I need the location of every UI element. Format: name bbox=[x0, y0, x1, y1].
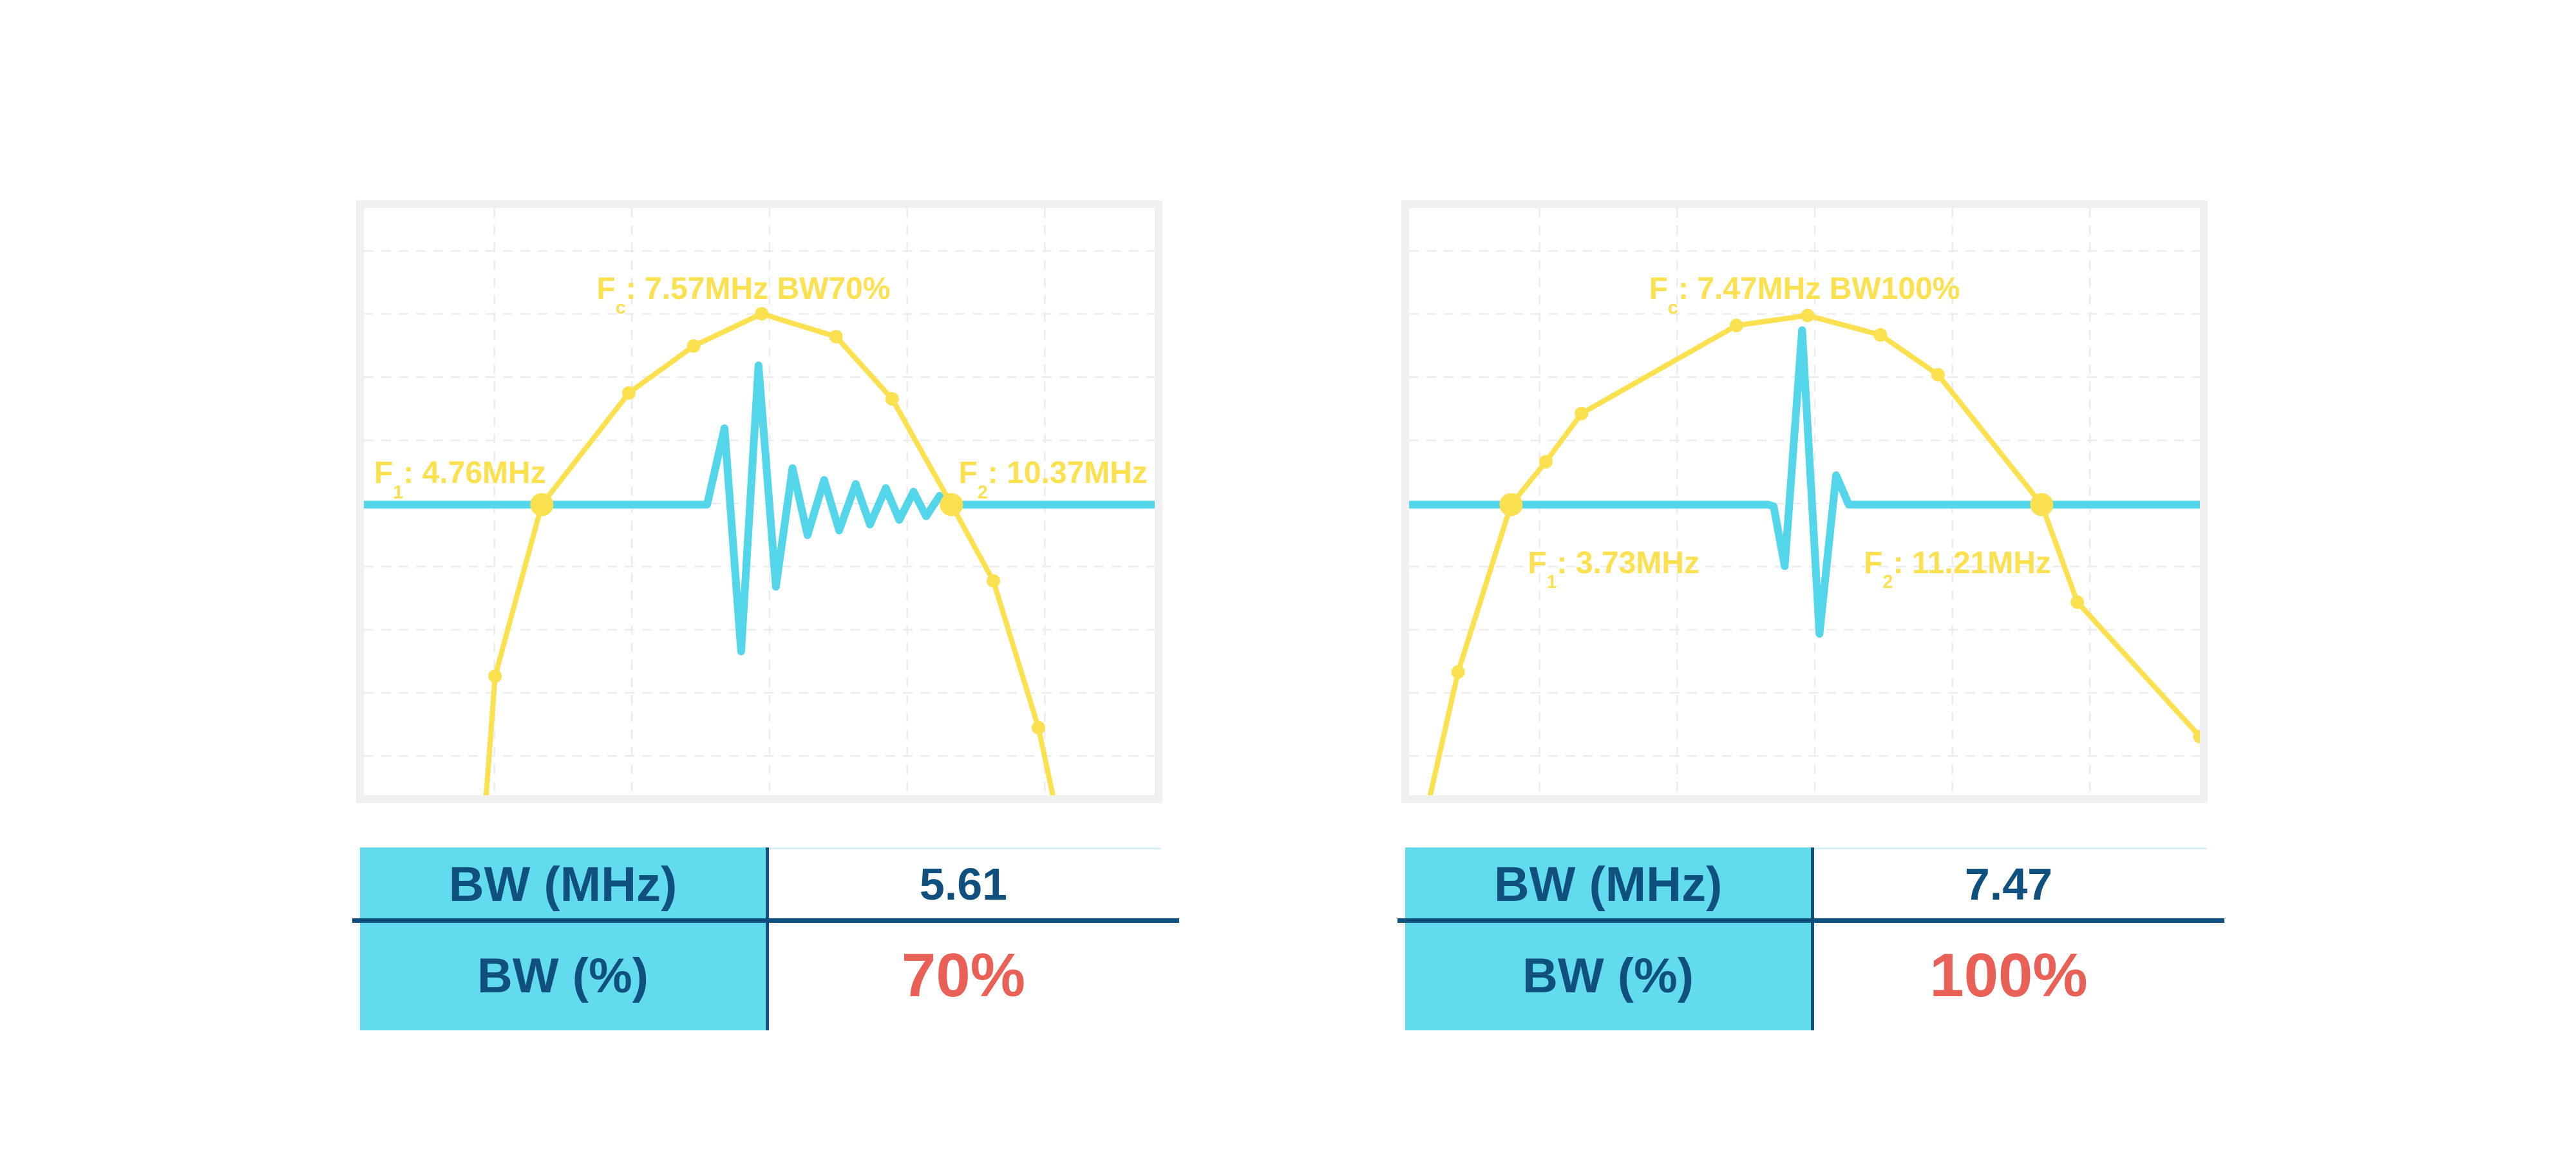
f1-annotation: F1: 3.73MHz bbox=[1528, 545, 1700, 591]
table-label-cell: BW (MHz) bbox=[1405, 847, 1811, 921]
f2-annotation: F2: 11.21MHz bbox=[1864, 545, 2051, 591]
fc-subscript: c bbox=[615, 298, 626, 319]
table-label-cell: BW (MHz) bbox=[360, 847, 766, 921]
f1-subscript: 1 bbox=[393, 482, 404, 503]
chart-frame-bw100: Fc: 7.47MHz BW100% F1: 3.73MHz F2: 11.21… bbox=[1401, 200, 2208, 803]
table-column-divider bbox=[1811, 847, 1814, 1030]
fc-annotation: Fc: 7.57MHz BW70% bbox=[596, 271, 891, 317]
table-row: BW (%) 70% bbox=[360, 921, 1161, 1030]
f1-value-text: : 3.73MHz bbox=[1557, 545, 1700, 580]
fc-value-text: : 7.57MHz BW70% bbox=[625, 271, 891, 306]
table-label-cell: BW (%) bbox=[360, 921, 766, 1030]
bw-mhz-label: BW (MHz) bbox=[1493, 856, 1723, 912]
table-row: BW (MHz) 5.61 bbox=[360, 847, 1161, 921]
f2-value-text: : 10.37MHz bbox=[987, 456, 1148, 491]
bw-pct-label: BW (%) bbox=[477, 948, 649, 1003]
fc-symbol: F bbox=[1649, 271, 1668, 306]
f1-annotation: F1: 4.76MHz bbox=[374, 456, 546, 502]
f1-symbol: F bbox=[1528, 545, 1547, 580]
f2-value-text: : 11.21MHz bbox=[1893, 545, 2051, 580]
f2-subscript: 2 bbox=[977, 482, 988, 503]
table-value-cell: 70% bbox=[766, 921, 1161, 1030]
table-row-divider bbox=[1397, 918, 2224, 923]
bw-summary-table: BW (MHz) 7.47 BW (%) 100% bbox=[1397, 847, 2224, 1030]
fc-annotation: Fc: 7.47MHz BW100% bbox=[1649, 271, 1960, 317]
table-column-divider bbox=[766, 847, 769, 1030]
bw-mhz-label: BW (MHz) bbox=[448, 856, 677, 912]
table-row: BW (%) 100% bbox=[1405, 921, 2206, 1030]
bw-pct-value: 100% bbox=[1929, 941, 2088, 1010]
f2-symbol: F bbox=[1864, 545, 1883, 580]
chart-frame-bw70: Fc: 7.57MHz BW70% F1: 4.76MHz F2: 10.37M… bbox=[356, 200, 1162, 803]
table-value-cell: 7.47 bbox=[1811, 847, 2206, 921]
bw-pct-label: BW (%) bbox=[1522, 948, 1694, 1003]
bw-mhz-value: 7.47 bbox=[1964, 859, 2053, 909]
table-value-cell: 100% bbox=[1811, 921, 2206, 1030]
fc-symbol: F bbox=[596, 271, 616, 306]
fc-value-text: : 7.47MHz BW100% bbox=[1678, 271, 1960, 306]
fc-subscript: c bbox=[1667, 298, 1678, 319]
f2-symbol: F bbox=[958, 456, 978, 491]
table-row-divider bbox=[352, 918, 1179, 923]
f1-symbol: F bbox=[374, 456, 393, 491]
chart-canvas-bw100 bbox=[1409, 208, 2200, 795]
f2-subscript: 2 bbox=[1882, 572, 1893, 593]
bw-mhz-value: 5.61 bbox=[919, 859, 1008, 909]
chart-canvas-bw70 bbox=[364, 208, 1155, 795]
f1-value-text: : 4.76MHz bbox=[403, 456, 546, 491]
table-row: BW (MHz) 7.47 bbox=[1405, 847, 2206, 921]
bw-summary-table: BW (MHz) 5.61 BW (%) 70% bbox=[352, 847, 1179, 1030]
table-label-cell: BW (%) bbox=[1405, 921, 1811, 1030]
bw-pct-value: 70% bbox=[901, 941, 1026, 1010]
f2-annotation: F2: 10.37MHz bbox=[958, 456, 1148, 502]
table-value-cell: 5.61 bbox=[766, 847, 1161, 921]
f1-subscript: 1 bbox=[1546, 572, 1557, 593]
